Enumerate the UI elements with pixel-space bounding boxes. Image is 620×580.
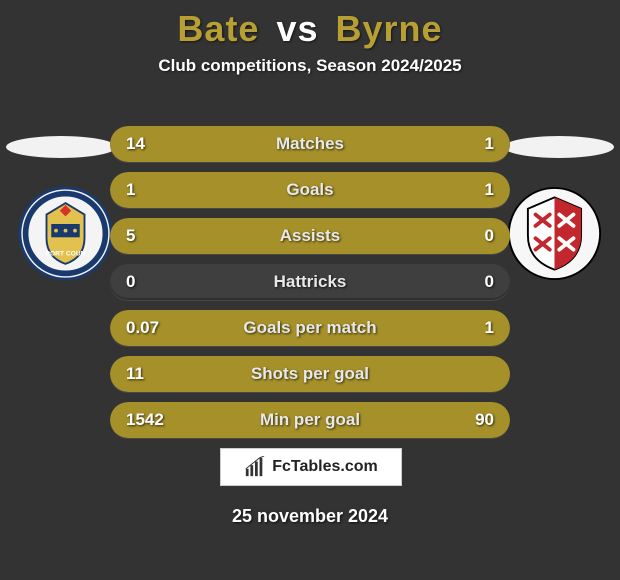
stat-label: Shots per goal	[110, 356, 510, 392]
stat-value-right: 1	[485, 126, 494, 162]
stat-value-left: 14	[126, 126, 145, 162]
crest-left-icon: PORT COUN	[18, 186, 113, 281]
stat-value-right: 0	[485, 264, 494, 300]
svg-text:PORT COUN: PORT COUN	[46, 250, 86, 257]
brand-text: FcTables.com	[272, 458, 378, 476]
stat-value-left: 0	[126, 264, 135, 300]
stat-row: Shots per goal11	[110, 356, 510, 392]
crest-left: PORT COUN	[18, 186, 113, 281]
stat-row: Goals1 1	[110, 172, 510, 208]
vs-label: vs	[276, 8, 318, 49]
brand-box: FcTables.com	[220, 448, 402, 486]
subtitle: Club competitions, Season 2024/2025	[0, 56, 620, 76]
comparison-infographic: Bate vs Byrne Club competitions, Season …	[0, 8, 620, 580]
stat-row: Hattricks0 0	[110, 264, 510, 300]
stat-row: Matches14 1	[110, 126, 510, 162]
ellipse-right	[504, 136, 614, 158]
crest-right	[507, 186, 602, 281]
stats-container: Matches141Goals11Assists50Hattricks00Goa…	[110, 126, 510, 448]
player2-name: Byrne	[336, 8, 443, 49]
stat-label: Matches	[110, 126, 510, 162]
page-title: Bate vs Byrne	[0, 8, 620, 50]
stat-row: Assists5 0	[110, 218, 510, 254]
stat-label: Hattricks	[110, 264, 510, 300]
stat-row: Goals per match0.07 1	[110, 310, 510, 346]
stat-value-left: 1	[126, 172, 135, 208]
chart-icon	[244, 456, 266, 478]
stat-label: Goals per match	[110, 310, 510, 346]
stat-value-left: 11	[126, 356, 144, 392]
stat-value-left: 0.07	[126, 310, 159, 346]
stat-value-left: 1542	[126, 402, 164, 438]
stat-value-left: 5	[126, 218, 135, 254]
stat-value-right: 0	[485, 218, 494, 254]
ellipse-left	[6, 136, 116, 158]
stat-value-right: 90	[475, 402, 494, 438]
stat-value-right: 1	[485, 310, 494, 346]
date-label: 25 november 2024	[0, 506, 620, 527]
crest-right-icon	[507, 186, 602, 281]
stat-label: Min per goal	[110, 402, 510, 438]
stat-row: Min per goal1542 90	[110, 402, 510, 438]
stat-label: Assists	[110, 218, 510, 254]
stat-value-right: 1	[485, 172, 494, 208]
stat-label: Goals	[110, 172, 510, 208]
player1-name: Bate	[177, 8, 259, 49]
